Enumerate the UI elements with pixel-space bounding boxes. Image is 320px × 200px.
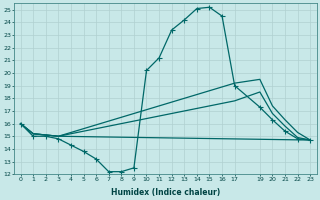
X-axis label: Humidex (Indice chaleur): Humidex (Indice chaleur) — [111, 188, 220, 197]
